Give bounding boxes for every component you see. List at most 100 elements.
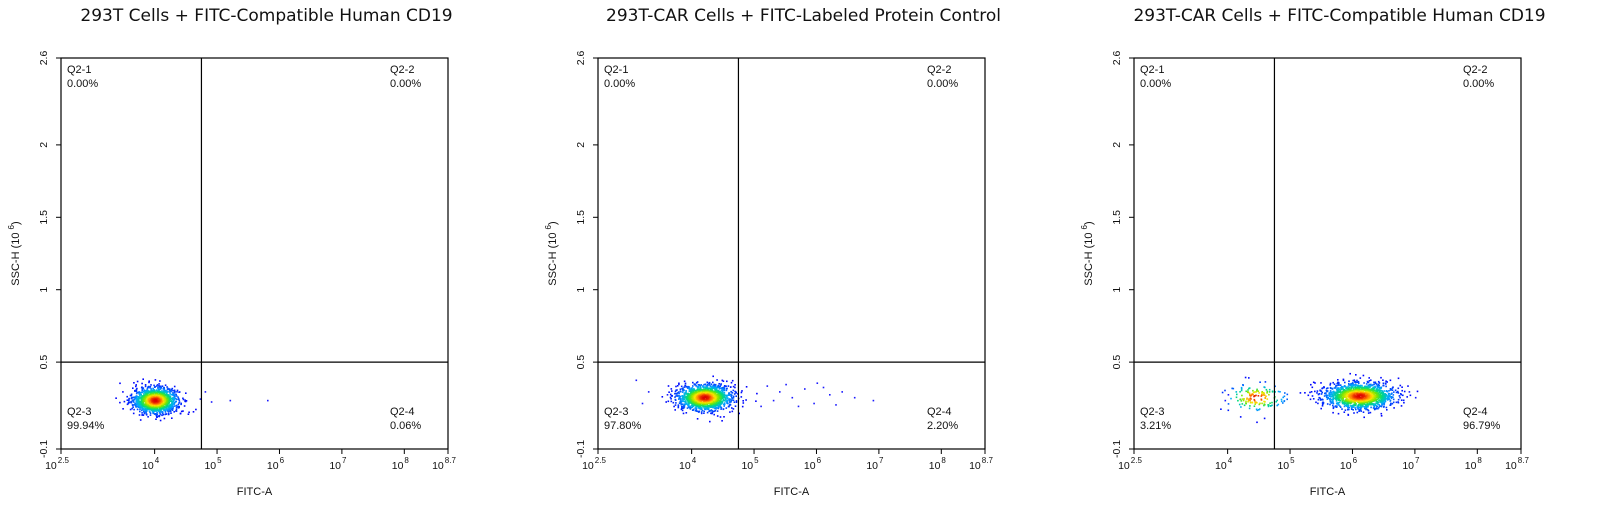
data-point [682, 396, 685, 398]
data-point [1349, 405, 1352, 407]
data-point [1252, 391, 1255, 394]
data-point [1395, 401, 1398, 404]
data-point [1385, 406, 1388, 409]
data-point [1354, 384, 1357, 386]
data-point [1359, 408, 1362, 411]
x-tick-label: 108.7 [969, 456, 993, 472]
data-point [693, 389, 695, 391]
data-point [172, 399, 175, 402]
data-point [1358, 387, 1361, 390]
data-point [1282, 396, 1284, 399]
data-point [708, 404, 710, 407]
data-point [143, 392, 145, 395]
data-point [682, 405, 685, 407]
data-point [168, 404, 171, 407]
data-point [692, 408, 695, 411]
data-point [1371, 393, 1373, 396]
data-point [1279, 391, 1281, 393]
data-point [1255, 408, 1258, 411]
data-point [166, 397, 169, 399]
data-point [136, 391, 138, 394]
data-point [1360, 410, 1362, 412]
data-point [169, 391, 171, 394]
data-point [714, 402, 717, 404]
data-point [665, 401, 667, 403]
data-point [689, 393, 691, 395]
y-tick-label: 2.6 [575, 51, 587, 66]
data-point [679, 395, 682, 398]
data-point [1346, 395, 1348, 397]
data-point [1408, 391, 1411, 393]
data-point [711, 397, 713, 400]
data-point [813, 402, 815, 405]
data-point [682, 387, 684, 390]
data-point [171, 408, 174, 410]
data-point [154, 406, 157, 409]
data-point [1254, 403, 1256, 405]
data-point [1360, 407, 1362, 410]
data-point [1320, 390, 1323, 392]
data-point [141, 409, 143, 412]
data-point [731, 397, 734, 400]
data-point [1260, 398, 1263, 401]
data-point [683, 389, 685, 392]
data-point [682, 412, 685, 415]
data-point [706, 406, 709, 409]
data-point [1335, 400, 1338, 402]
data-point [1325, 387, 1328, 390]
data-point [1347, 400, 1349, 402]
data-point [164, 403, 166, 406]
x-tick-label: 107 [329, 456, 347, 472]
data-point [142, 402, 144, 405]
data-point [182, 398, 185, 401]
data-point [708, 407, 710, 410]
data-point [1241, 394, 1243, 397]
data-point [1336, 397, 1339, 399]
data-point [735, 395, 737, 397]
data-point [735, 400, 738, 402]
data-point [1316, 392, 1318, 394]
data-point [723, 391, 726, 394]
data-point [1380, 395, 1382, 397]
data-point [1386, 399, 1389, 401]
data-point [141, 391, 144, 394]
data-point [1380, 405, 1382, 408]
data-point [688, 395, 691, 398]
data-point [142, 406, 144, 409]
data-point [168, 410, 170, 413]
data-point [714, 407, 716, 410]
data-point [145, 413, 148, 415]
x-tick-label: 104 [1215, 456, 1233, 472]
data-point [727, 405, 730, 408]
data-point [1375, 402, 1377, 404]
data-point [1390, 393, 1392, 395]
data-point [1245, 402, 1247, 404]
data-point [1367, 384, 1370, 386]
data-point [1339, 384, 1342, 386]
data-point [696, 389, 698, 391]
data-point [1259, 402, 1261, 405]
data-point [1386, 390, 1389, 393]
data-point [1330, 396, 1332, 398]
y-tick-label: 1 [38, 287, 50, 293]
data-point [173, 405, 176, 407]
data-point [1381, 399, 1384, 402]
data-point [689, 408, 692, 410]
data-point [726, 395, 728, 398]
data-point [138, 404, 141, 407]
data-point [154, 395, 156, 398]
data-point [1352, 409, 1354, 411]
data-point [136, 405, 139, 408]
data-point [132, 412, 135, 415]
data-point [1352, 399, 1354, 402]
data-point [723, 393, 726, 395]
data-point [1329, 398, 1332, 400]
data-point [1345, 399, 1348, 401]
data-point [725, 395, 727, 397]
data-point [720, 390, 723, 392]
data-point [685, 395, 688, 398]
chart-title: 293T Cells + FITC-Compatible Human CD19 [80, 6, 453, 26]
data-point [719, 385, 721, 388]
data-point [735, 401, 738, 403]
data-point [1378, 388, 1381, 390]
